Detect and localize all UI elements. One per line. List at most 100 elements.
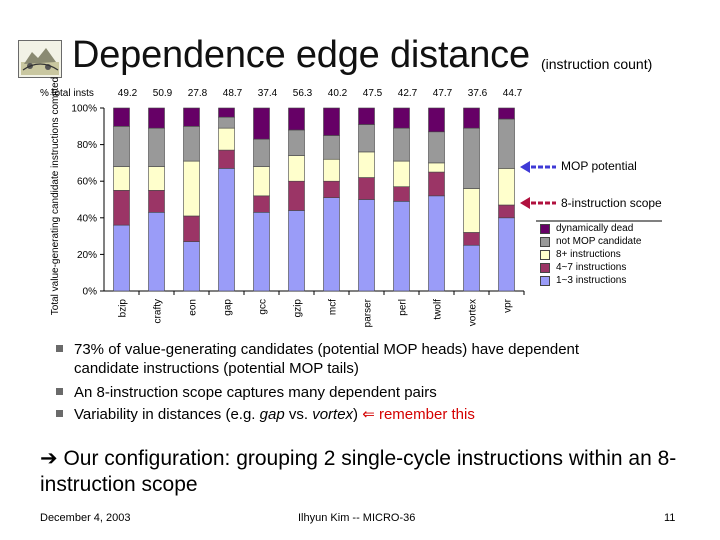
totals-label: % total insts xyxy=(40,88,94,99)
bar-segment xyxy=(428,171,445,197)
x-tick-label: gzip xyxy=(293,299,304,318)
legend-label: not MOP candidate xyxy=(556,236,642,247)
legend-item: 1~3 instructions xyxy=(540,274,690,287)
scope-arrow-head xyxy=(520,197,530,209)
mop-arrow-head xyxy=(520,161,530,173)
bullet-text: Variability in distances (e.g. gap vs. v… xyxy=(74,406,475,423)
total-value: 40.2 xyxy=(327,88,348,99)
total-value: 50.9 xyxy=(152,88,173,99)
bar-segment xyxy=(463,244,480,292)
chart-x-labels: bzip crafty eon gap gcc gzip mcf parser perl twol… xyxy=(118,298,514,327)
legend-swatch xyxy=(540,224,550,234)
chart-y-labels: 0% 20% 40% 60% 80% 100% xyxy=(71,104,97,298)
bar-segment xyxy=(288,107,305,131)
total-value: 47.7 xyxy=(432,88,453,99)
legend-swatch xyxy=(540,237,550,247)
bar-segment xyxy=(393,127,410,162)
bar-segment xyxy=(428,195,445,292)
y-tick-label: 100% xyxy=(71,104,97,115)
bar-segment xyxy=(498,168,515,206)
total-value: 27.8 xyxy=(187,88,208,99)
legend-swatch xyxy=(540,276,550,286)
bullet-text: 73% of value-generating candidates (pote… xyxy=(74,341,580,377)
bullet-marker-icon xyxy=(56,345,63,352)
y-tick-label: 60% xyxy=(77,177,97,188)
bar-segment xyxy=(393,107,410,129)
bullet-marker-icon xyxy=(56,410,63,417)
bar-segment xyxy=(393,186,410,202)
bar-segment xyxy=(498,118,515,169)
total-value: 44.7 xyxy=(502,88,523,99)
footer-author: Ilhyun Kim -- MICRO-36 xyxy=(298,512,416,524)
total-value: 49.2 xyxy=(117,88,138,99)
benchmark-gap: gap xyxy=(259,406,285,423)
bar-segment xyxy=(253,138,270,167)
bar-segment xyxy=(498,217,515,292)
total-value: 56.3 xyxy=(292,88,313,99)
bar-segment xyxy=(463,107,480,129)
y-tick-label: 20% xyxy=(77,250,97,261)
chart-axes xyxy=(100,107,525,295)
bullet-text: An 8-instruction scope captures many dep… xyxy=(74,384,437,401)
chart-bars xyxy=(113,107,515,292)
bar-segment xyxy=(148,190,165,213)
bar-segment xyxy=(253,195,270,213)
slide-title: Dependence edge distance xyxy=(72,34,530,76)
bar-segment xyxy=(148,127,165,167)
bar-segment xyxy=(148,166,165,191)
bar-segment xyxy=(358,107,375,125)
slide-logo-icon xyxy=(18,40,62,78)
scope-annotation: 8-instruction scope xyxy=(561,196,662,210)
total-value: 47.5 xyxy=(362,88,383,99)
legend-label: 4~7 instructions xyxy=(556,262,627,273)
left-arrow-icon: ⇐ xyxy=(362,406,375,423)
bar-segment xyxy=(323,135,340,160)
bar-segment xyxy=(218,116,235,129)
bar-segment xyxy=(183,215,200,242)
bar-segment xyxy=(148,212,165,292)
bar-segment xyxy=(218,168,235,292)
bar-segment xyxy=(358,199,375,292)
bar-segment xyxy=(218,149,235,169)
configuration-text: Our configuration: grouping 2 single-cyc… xyxy=(40,447,677,496)
bar-segment xyxy=(218,127,235,151)
x-tick-label: gap xyxy=(223,299,234,316)
total-value: 37.4 xyxy=(257,88,278,99)
bar-segment xyxy=(358,151,375,178)
benchmark-vortex: vortex xyxy=(312,406,354,423)
total-value: 48.7 xyxy=(222,88,243,99)
y-tick-label: 0% xyxy=(83,287,98,298)
bar-segment xyxy=(393,201,410,292)
x-tick-label: vpr xyxy=(503,298,514,313)
bar-segment xyxy=(323,180,340,198)
footer-date: December 4, 2003 xyxy=(40,512,131,524)
bar-segment xyxy=(183,160,200,217)
x-tick-label: bzip xyxy=(118,299,129,318)
bullet-marker-icon xyxy=(56,388,63,395)
bar-segment xyxy=(148,107,165,129)
legend-label: 8+ instructions xyxy=(556,249,621,260)
x-tick-label: mcf xyxy=(328,299,339,315)
bar-segment xyxy=(463,127,480,189)
legend-item: dynamically dead xyxy=(540,222,690,235)
bar-segment xyxy=(393,160,410,187)
stacked-bar-chart: bzip crafty eon gap gcc gzip mcf parser perl twol… xyxy=(50,77,662,327)
right-arrow-icon: ➔ xyxy=(40,447,58,470)
x-tick-label: crafty xyxy=(153,299,164,323)
bar-segment xyxy=(428,131,445,164)
x-tick-label: gcc xyxy=(258,299,269,315)
legend-item: not MOP candidate xyxy=(540,235,690,248)
x-tick-label: vortex xyxy=(468,299,479,326)
bar-segment xyxy=(288,155,305,182)
bar-segment xyxy=(253,166,270,197)
page-number: 11 xyxy=(664,512,676,524)
bar-segment xyxy=(183,107,200,127)
mop-potential-annotation: MOP potential xyxy=(561,159,637,173)
bar-segment xyxy=(183,241,200,292)
legend-label: dynamically dead xyxy=(556,223,634,234)
bar-segment xyxy=(113,107,130,127)
bar-segment xyxy=(358,124,375,153)
bar-segment xyxy=(253,107,270,140)
legend-item: 4~7 instructions xyxy=(540,261,690,274)
configuration-statement: ➔ Our configuration: grouping 2 single-c… xyxy=(40,446,690,498)
